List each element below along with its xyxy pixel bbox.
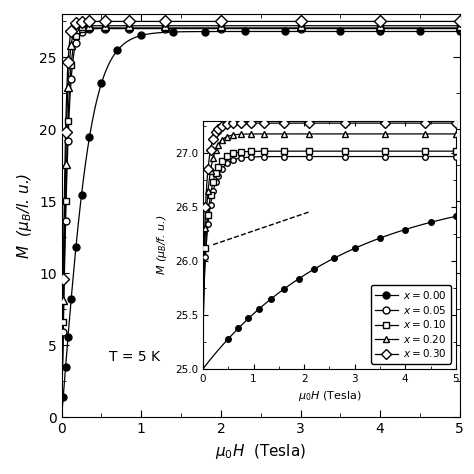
Y-axis label: $M$  ($\mu_B$/l. u.): $M$ ($\mu_B$/l. u.) [15, 173, 34, 259]
Text: T = 5 K: T = 5 K [109, 350, 160, 364]
X-axis label: $\mu_0H$  (Tesla): $\mu_0H$ (Tesla) [215, 442, 306, 461]
